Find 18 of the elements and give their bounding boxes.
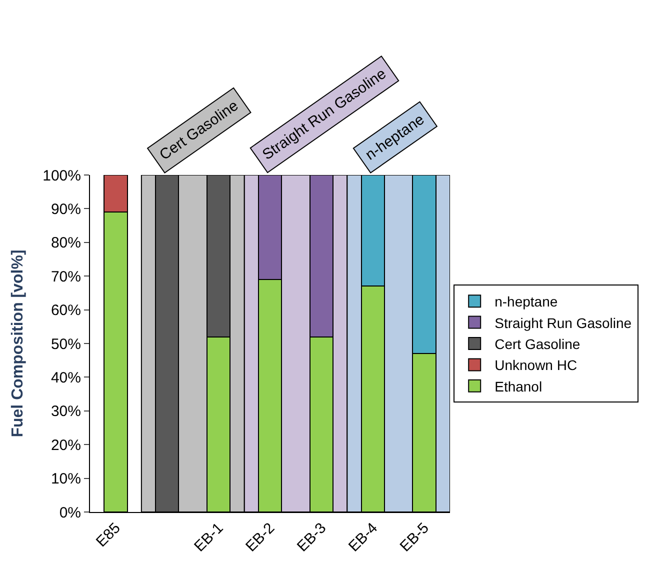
y-tick-label: 70% xyxy=(50,268,81,286)
y-tick-label: 10% xyxy=(50,470,81,488)
legend-label: Cert Gasoline xyxy=(494,336,580,352)
y-tick-label: 50% xyxy=(50,336,81,353)
y-tick-label: 90% xyxy=(50,200,81,218)
legend-label: Straight Run Gasoline xyxy=(494,314,632,331)
legend-label: Unknown HC xyxy=(494,357,578,374)
legend-label: Ethanol xyxy=(494,378,542,394)
y-tick-label: 100% xyxy=(42,167,81,184)
y-tick-label: 40% xyxy=(50,369,81,386)
y-tick-label: 80% xyxy=(50,234,81,252)
y-axis-title: Fuel Composition [vol%] xyxy=(10,250,27,438)
y-tick-label: 30% xyxy=(50,403,81,420)
x-tick-label: E85 xyxy=(92,520,124,551)
legend-label: n-heptane xyxy=(494,294,558,310)
y-tick-label: 60% xyxy=(50,302,81,320)
y-tick-label: 0% xyxy=(59,504,81,522)
y-tick-label: 20% xyxy=(50,436,81,454)
